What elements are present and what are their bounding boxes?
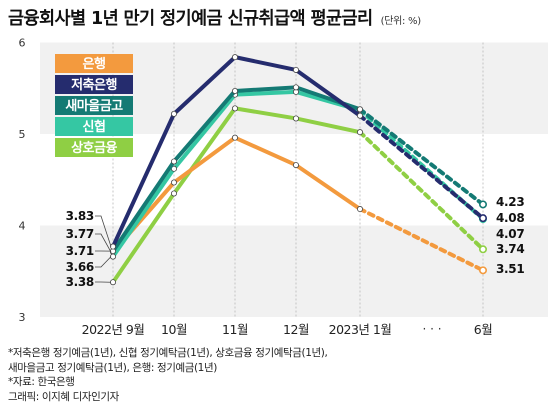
- data-point: [231, 105, 238, 112]
- data-point: [170, 158, 177, 165]
- legend-label: 저축은행: [71, 77, 117, 93]
- start-value-label: 3.38: [66, 275, 94, 289]
- legend-swatch: [55, 117, 133, 136]
- x-tick-label: 11월: [222, 322, 248, 337]
- end-value-label: 4.23: [496, 195, 524, 209]
- leader-line: [95, 256, 112, 268]
- end-value-label: 3.74: [496, 242, 524, 256]
- series-dashed-segment: [358, 130, 485, 252]
- data-point: [110, 279, 117, 286]
- legend-label: 은행: [83, 56, 106, 72]
- y-tick-label: 4: [19, 220, 26, 233]
- data-point: [478, 200, 487, 209]
- note-line: *자료: 한국은행: [8, 376, 75, 388]
- data-point: [478, 245, 487, 254]
- unit-label: (단위: %): [380, 16, 421, 27]
- data-point: [356, 129, 363, 136]
- leader-line: [95, 215, 112, 247]
- data-point: [292, 84, 299, 91]
- data-point: [292, 162, 299, 169]
- x-tick-label: 10월: [161, 322, 187, 337]
- start-value-label: 3.71: [66, 244, 94, 258]
- data-point: [170, 110, 177, 117]
- x-tick-label: 6월: [474, 322, 492, 337]
- end-value-label: 3.51: [496, 262, 524, 276]
- legend-label: 신협: [83, 119, 106, 135]
- data-point: [170, 179, 177, 186]
- leader-line: [95, 233, 112, 253]
- data-point: [231, 134, 238, 141]
- axis-gap-marker: · · ·: [422, 322, 441, 336]
- data-point: [356, 106, 363, 113]
- start-value-label: 3.83: [66, 209, 94, 223]
- data-point: [478, 214, 487, 223]
- data-point: [292, 115, 299, 122]
- legend-swatch: [55, 138, 133, 157]
- data-point: [231, 87, 238, 94]
- y-tick-label: 5: [19, 128, 26, 141]
- legend-swatch: [55, 75, 133, 94]
- legend-label: 새마을금고: [65, 98, 123, 114]
- legend-swatch: [55, 96, 133, 115]
- y-axis: 3 4 5 6: [19, 37, 26, 325]
- note-line: 새마을금고 정기예탁금(1년), 은행: 정기예금(1년): [8, 361, 217, 374]
- series-dashed-segment: [358, 107, 485, 207]
- x-axis: 2022년 9월 10월 11월 12월 2023년 1월 6월 · · ·: [82, 322, 493, 337]
- series-dashed-segment: [358, 207, 485, 273]
- series-dashed-segment: [358, 113, 485, 221]
- start-value-label: 3.77: [66, 227, 94, 241]
- note-line: 그래픽: 이지혜 디자인기자: [8, 390, 119, 403]
- series-lines: [110, 54, 487, 286]
- title-block: 금융회사별 1년 만기 정기예금 신규취급액 평균금리 (단위: %): [8, 5, 421, 30]
- data-point: [110, 243, 117, 250]
- y-tick-label: 6: [19, 37, 26, 50]
- start-value-label: 3.66: [66, 260, 94, 274]
- data-point: [356, 206, 363, 213]
- data-point: [478, 266, 487, 275]
- data-point: [170, 190, 177, 197]
- data-point: [110, 253, 117, 260]
- data-point: [231, 54, 238, 61]
- y-tick-label: 3: [19, 311, 26, 324]
- legend-swatch: [55, 54, 133, 73]
- chart-title: 금융회사별 1년 만기 정기예금 신규취급액 평균금리: [8, 9, 373, 29]
- legend-label: 상호금융: [71, 140, 117, 156]
- x-tick-label: 2023년 1월: [329, 322, 392, 337]
- x-tick-label: 12월: [283, 322, 309, 337]
- note-line: *저축은행 정기예금(1년), 신협 정기예탁금(1년), 상호금융 정기예탁금…: [8, 347, 328, 359]
- footnotes: *저축은행 정기예금(1년), 신협 정기예탁금(1년), 상호금융 정기예탁금…: [8, 346, 328, 404]
- end-value-label: 4.08: [496, 211, 524, 225]
- end-value-label: 4.07: [496, 227, 524, 241]
- data-labels: 3.83 3.77 3.71 3.663.38 4.23 4.08 4.073.74 3.51: [66, 195, 525, 289]
- data-point: [292, 66, 299, 73]
- data-point: [356, 112, 363, 119]
- x-tick-label: 2022년 9월: [82, 322, 145, 337]
